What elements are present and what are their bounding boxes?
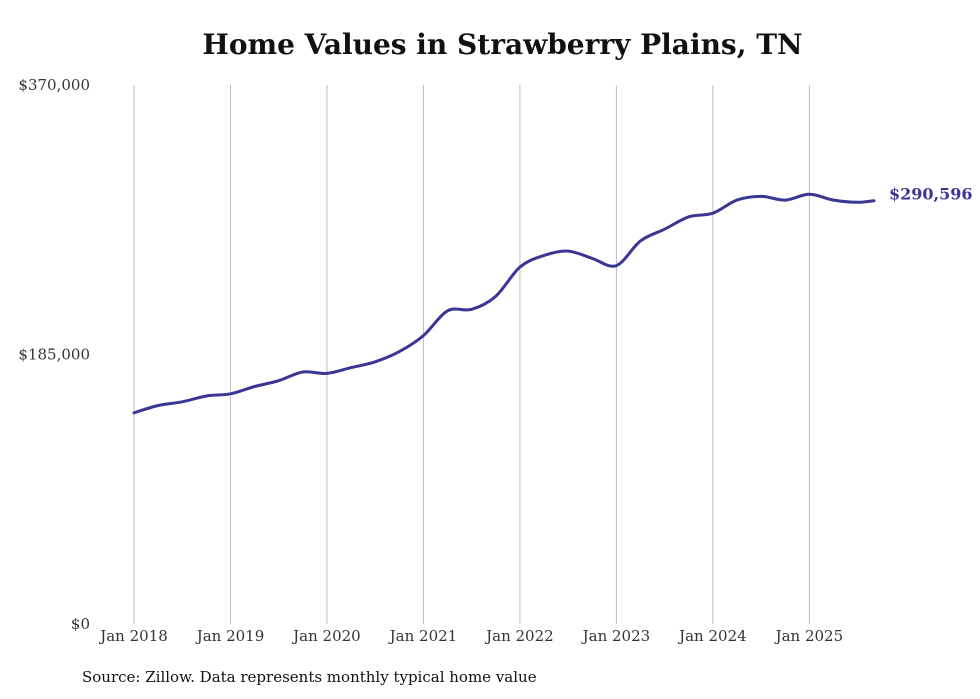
- x-tick-label-4: Jan 2022: [484, 627, 554, 645]
- x-tick-label-6: Jan 2024: [677, 627, 747, 645]
- x-tick-label-0: Jan 2018: [98, 627, 168, 645]
- x-tick-label-2: Jan 2020: [291, 627, 361, 645]
- x-tick-label-7: Jan 2025: [774, 627, 844, 645]
- x-tick-label-1: Jan 2019: [195, 627, 265, 645]
- y-tick-label-1: $185,000: [18, 346, 90, 364]
- series-line-0: [132, 192, 876, 415]
- y-tick-label-2: $370,000: [18, 76, 90, 94]
- chart-title: Home Values in Strawberry Plains, TN: [202, 28, 803, 61]
- y-tick-label-0: $0: [71, 615, 90, 633]
- x-tick-label-5: Jan 2023: [581, 627, 651, 645]
- series-end-label-0: $290,596: [889, 185, 973, 204]
- source-note: Source: Zillow. Data represents monthly …: [82, 668, 537, 686]
- x-tick-label-3: Jan 2021: [388, 627, 458, 645]
